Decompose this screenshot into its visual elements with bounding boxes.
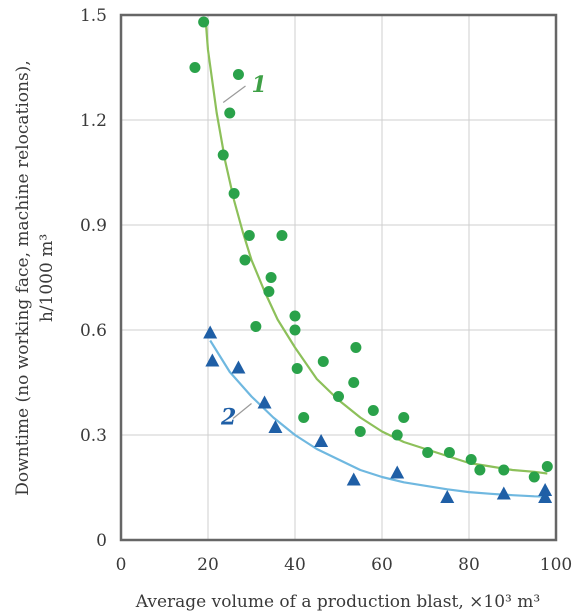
- y-tick-label: 0.3: [80, 426, 107, 446]
- plot-frame: [119, 13, 558, 542]
- series-2-point: [231, 360, 246, 374]
- grid-lines: [121, 15, 556, 540]
- curve-label-1: 1: [252, 72, 267, 98]
- x-tick-label: 80: [458, 555, 480, 575]
- x-tick-label: 20: [197, 555, 219, 575]
- series-1-point: [354, 426, 366, 437]
- y-tick-label: 1.2: [80, 111, 107, 131]
- series-1-point: [465, 454, 477, 465]
- series-2-point: [203, 325, 218, 339]
- fit-curve-2: [209, 339, 548, 498]
- series-1-point: [239, 254, 251, 266]
- series-1-point: [398, 412, 410, 423]
- series-1-point: [217, 149, 229, 161]
- y-tick-label: 0.6: [80, 321, 107, 341]
- series-1-point: [289, 310, 301, 322]
- series-1-point: [367, 405, 379, 416]
- x-tick-label: 60: [371, 555, 393, 575]
- series-1-point: [289, 324, 301, 336]
- series-1-point: [224, 107, 236, 119]
- series-2-point: [390, 465, 405, 479]
- series-1-point: [189, 62, 201, 73]
- y-axis-label-line-2: h/1000 m³: [37, 234, 57, 322]
- series-1-point: [333, 391, 344, 402]
- x-tick-label: 100: [540, 555, 572, 575]
- y-tick-label: 1.5: [80, 6, 107, 26]
- y-tick-labels: 0 0.3 0.6 0.9 1.2 1.5: [80, 6, 107, 551]
- data-points: [189, 16, 553, 503]
- x-tick-labels: 0 20 40 60 80 100: [116, 555, 573, 575]
- series-1-point: [198, 16, 210, 28]
- series-2-point: [205, 353, 220, 367]
- series-1-point: [291, 363, 303, 374]
- curve-label-2: 2: [220, 405, 236, 431]
- series-1-point: [541, 461, 553, 472]
- series-1-point: [443, 447, 455, 458]
- series-2-point: [538, 482, 553, 496]
- series-2-point: [314, 433, 329, 447]
- series-2-point: [440, 489, 455, 503]
- series-2-point: [346, 472, 361, 486]
- series-2-point: [496, 486, 511, 500]
- x-axis-label: Average volume of a production blast, ×1…: [135, 592, 540, 612]
- series-1-point: [298, 412, 310, 423]
- series-2-point: [268, 419, 283, 433]
- series-1-point: [317, 356, 329, 367]
- series-1-point: [391, 429, 403, 441]
- series-2-point: [538, 489, 553, 503]
- series-1-point: [528, 471, 540, 483]
- curve-label-leader: [222, 85, 246, 103]
- series-1-point: [243, 230, 255, 241]
- series-1-point: [263, 286, 275, 297]
- y-axis-label-line-1: Downtime (no working face, machine reloc…: [13, 60, 33, 495]
- series-2-point: [257, 395, 272, 409]
- x-tick-label: 40: [284, 555, 306, 575]
- curve-labels: 12: [220, 72, 267, 431]
- series-1-point: [228, 188, 240, 199]
- series-1-point: [350, 342, 362, 353]
- series-1-point: [276, 230, 288, 241]
- series-1-point: [250, 321, 262, 332]
- series-1-point: [422, 447, 434, 458]
- y-tick-label: 0.9: [80, 216, 107, 236]
- series-1-point: [498, 464, 510, 476]
- series-1-point: [232, 69, 244, 80]
- series-1-point: [348, 377, 360, 388]
- series-1-point: [474, 464, 486, 476]
- curve-label-leader: [232, 403, 252, 419]
- x-tick-label: 0: [116, 555, 127, 575]
- series-1-point: [265, 272, 277, 283]
- y-tick-label: 0: [96, 531, 107, 551]
